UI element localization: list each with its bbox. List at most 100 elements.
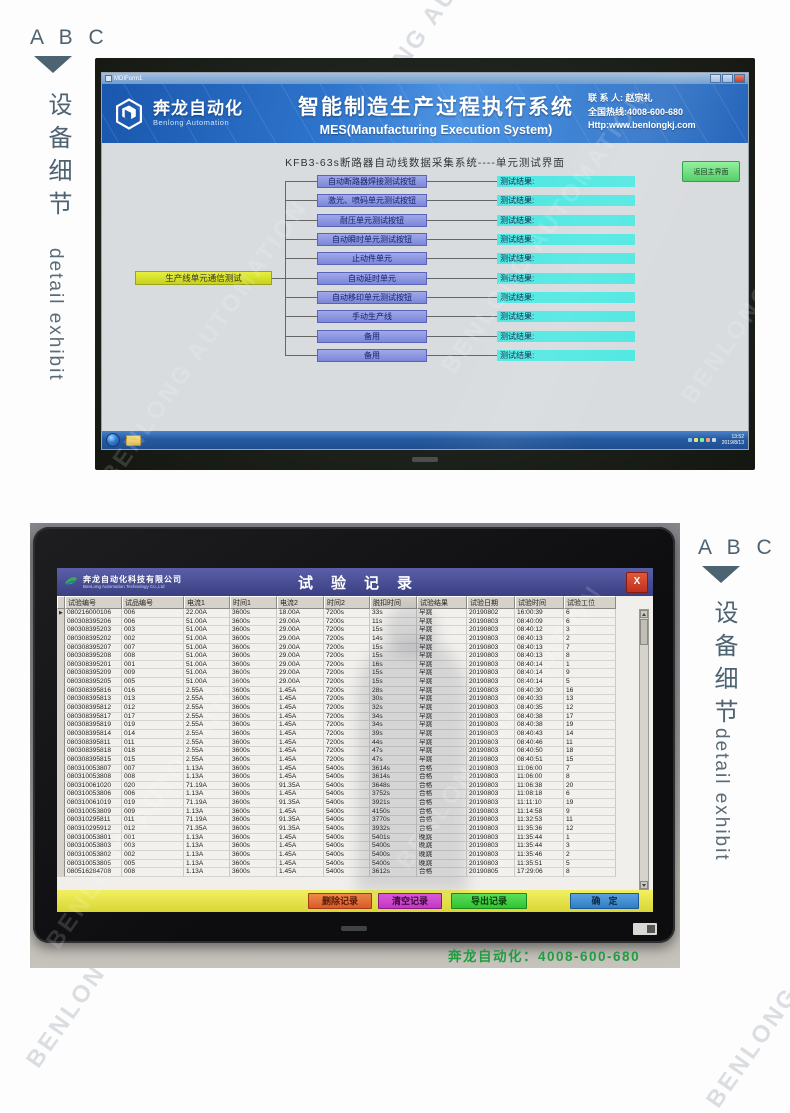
unit-test-button[interactable]: 备用 [317,349,427,363]
table-row[interactable]: 080308395207 007 51.00A 3600s 29.00A 7200s 15s… [57,643,653,653]
cell: 合格 [417,799,467,808]
table-row[interactable]: 080308395812 012 2.55A 3600s 1.45A 7200s 32s 早跳… [57,704,653,713]
cell: 1.45A [277,704,324,713]
table-row[interactable]: 080308395814 014 2.55A 3600s 1.45A 7200s 39s 早跳… [57,729,653,739]
cell: 20190803 [467,773,515,782]
table-row[interactable]: 080308395202 002 51.00A 3600s 29.00A 7200s 14s… [57,634,653,644]
table-row[interactable]: 080310053802 002 1.13A 3600s 1.45A 5400s 5400s… [57,850,653,860]
unit-test-button[interactable]: 自动移印单元测试按钮 [317,291,427,305]
table-row[interactable]: 080308395209 009 51.00A 3600s 29.00A 7200s 15s… [57,669,653,679]
flow-row: 止动件单元 测试结果: [102,252,748,266]
tray-icon[interactable] [699,438,704,442]
cell: 早跳 [417,686,467,696]
cell: 1.45A [277,833,324,843]
cell: 5400s [324,825,370,834]
export-records-button[interactable]: 导出记录 [451,893,527,909]
cell: 08:40:38 [515,712,564,722]
system-title-zh: 智能制造生产过程执行系统 [298,96,574,119]
cell: 080308395207 [65,643,122,653]
cell: 20190803 [467,842,515,851]
cell: 7200s [324,643,370,653]
cell: 11:06:38 [515,781,564,791]
cell: 20190803 [467,712,515,722]
unit-test-button[interactable]: 止动件单元 [317,252,427,266]
cell: 3600s [230,807,277,817]
table-row[interactable]: 080308395203 003 51.00A 3600s 29.00A 7200s 15s… [57,626,653,635]
table-row[interactable]: 080308395816 016 2.55A 3600s 1.45A 7200s 28s 早跳… [57,686,653,696]
table-row[interactable]: 080308395811 011 2.55A 3600s 1.45A 7200s 44s 早跳… [57,738,653,748]
table-row[interactable]: 080308395205 005 51.00A 3600s 29.00A 7200s 15s… [57,678,653,687]
table-row[interactable]: 080310053808 008 1.13A 3600s 1.45A 5400s 3614s… [57,773,653,782]
scroll-down-icon[interactable] [640,881,648,889]
table-row[interactable]: ▶ 080216000106 006 22.00A 3600s 18.00A 7200s 33… [57,609,653,618]
unit-test-button[interactable]: 耐压单元测试按钮 [317,213,427,227]
cell: 2.55A [184,738,230,748]
folder-icon[interactable] [126,434,141,446]
table-row[interactable]: 080308395208 008 51.00A 3600s 29.00A 7200s 15s… [57,652,653,661]
serial-sticker [633,923,657,935]
minimize-button[interactable] [710,74,721,83]
table-row[interactable]: 080308395813 013 2.55A 3600s 1.45A 7200s 30s 早跳… [57,695,653,705]
cell: 20190803 [467,790,515,800]
table-row[interactable]: 080310061020 020 71.19A 3600s 91.35A 5400s 364… [57,781,653,791]
table-row[interactable]: 080308395819 019 2.55A 3600s 1.45A 7200s 34s 早跳… [57,721,653,730]
unit-test-button[interactable]: 自动延时单元 [317,271,427,285]
triangle-marker-right [702,566,740,583]
scroll-thumb[interactable] [640,619,648,645]
cell: 早跳 [417,669,467,679]
tray-icon[interactable] [711,438,716,442]
table-row[interactable]: 080308395818 018 2.55A 3600s 1.45A 7200s 47s 早跳… [57,747,653,756]
table-row[interactable]: 080308395815 015 2.55A 3600s 1.45A 7200s 47s 早跳… [57,755,653,765]
cell: 7200s [324,738,370,748]
windows-taskbar: 13:52 2019/8/13 [102,431,748,449]
tray-icon[interactable] [693,438,698,442]
confirm-button[interactable]: 确定 [570,893,639,909]
cell: 1.13A [184,850,230,860]
scroll-up-icon[interactable] [640,610,648,618]
table-row[interactable]: 080310061019 019 71.19A 3600s 91.35A 5400s 392… [57,799,653,808]
table-row[interactable]: 080310053803 003 1.13A 3600s 1.45A 5400s 5400s… [57,842,653,851]
table-row[interactable]: 080310295811 011 71.19A 3600s 91.35A 5400s 377… [57,816,653,826]
cell: 20190803 [467,799,515,808]
table-row[interactable]: 080310053807 007 1.13A 3600s 1.45A 5400s 3614s… [57,764,653,774]
table-row[interactable]: 080310053809 009 1.13A 3600s 1.45A 5400s 4150s… [57,807,653,817]
cell: 合格 [417,773,467,782]
cell: 47s [370,755,417,765]
cell: 020 [122,781,184,791]
table-row[interactable]: 080310053801 001 1.13A 3600s 1.45A 5400s 5401s… [57,833,653,843]
cell: 6 [564,609,616,618]
table-row[interactable]: 080308395201 001 51.00A 3600s 29.00A 7200s 16s… [57,660,653,670]
flow-row: 自动延时单元 测试结果: [102,271,748,285]
table-row[interactable]: 080308395206 006 51.00A 3600s 29.00A 7200s 11s… [57,617,653,627]
cell: 早跳 [417,747,467,756]
table-row[interactable]: 080308395817 017 2.55A 3600s 1.45A 7200s 34s 早跳… [57,712,653,722]
table-row[interactable]: 080310053805 005 1.13A 3600s 1.45A 5400s 5400s… [57,859,653,869]
maximize-button[interactable] [722,74,733,83]
close-button[interactable] [734,74,745,83]
cell: 1.45A [277,729,324,739]
cell: 1.45A [277,807,324,817]
row-selector [57,643,65,653]
tray-icon[interactable] [705,438,710,442]
cell: 20190803 [467,686,515,696]
cell: 71.35A [184,825,230,834]
close-button[interactable]: X [626,572,648,593]
unit-test-button[interactable]: 备用 [317,329,427,343]
unit-test-button[interactable]: 手动生产线 [317,310,427,324]
clear-records-button[interactable]: 清空记录 [378,893,442,909]
table-row[interactable]: 080310053806 006 1.13A 3600s 1.45A 5400s 3752s… [57,790,653,800]
unit-test-button[interactable]: 自动瞬时单元测试按钮 [317,233,427,247]
unit-test-button[interactable]: 激光、喷码单元测试按钮 [317,194,427,208]
cell: 7200s [324,704,370,713]
cell: 3600s [230,660,277,670]
start-button-icon[interactable] [106,433,120,447]
unit-test-button[interactable]: 自动断路器焊接测试按钮 [317,175,427,188]
delete-records-button[interactable]: 删除记录 [308,893,372,909]
tray-icon[interactable] [687,438,692,442]
table-row[interactable]: 080516284708 008 1.13A 3600s 1.45A 5400s 3612s… [57,868,653,877]
vertical-scrollbar[interactable] [639,609,649,890]
return-main-button[interactable]: 返回主界面 [682,161,740,182]
cell: 016 [122,686,184,696]
cell: 15s [370,643,417,653]
table-row[interactable]: 080310295912 012 71.35A 3600s 91.35A 5400s 393… [57,825,653,834]
